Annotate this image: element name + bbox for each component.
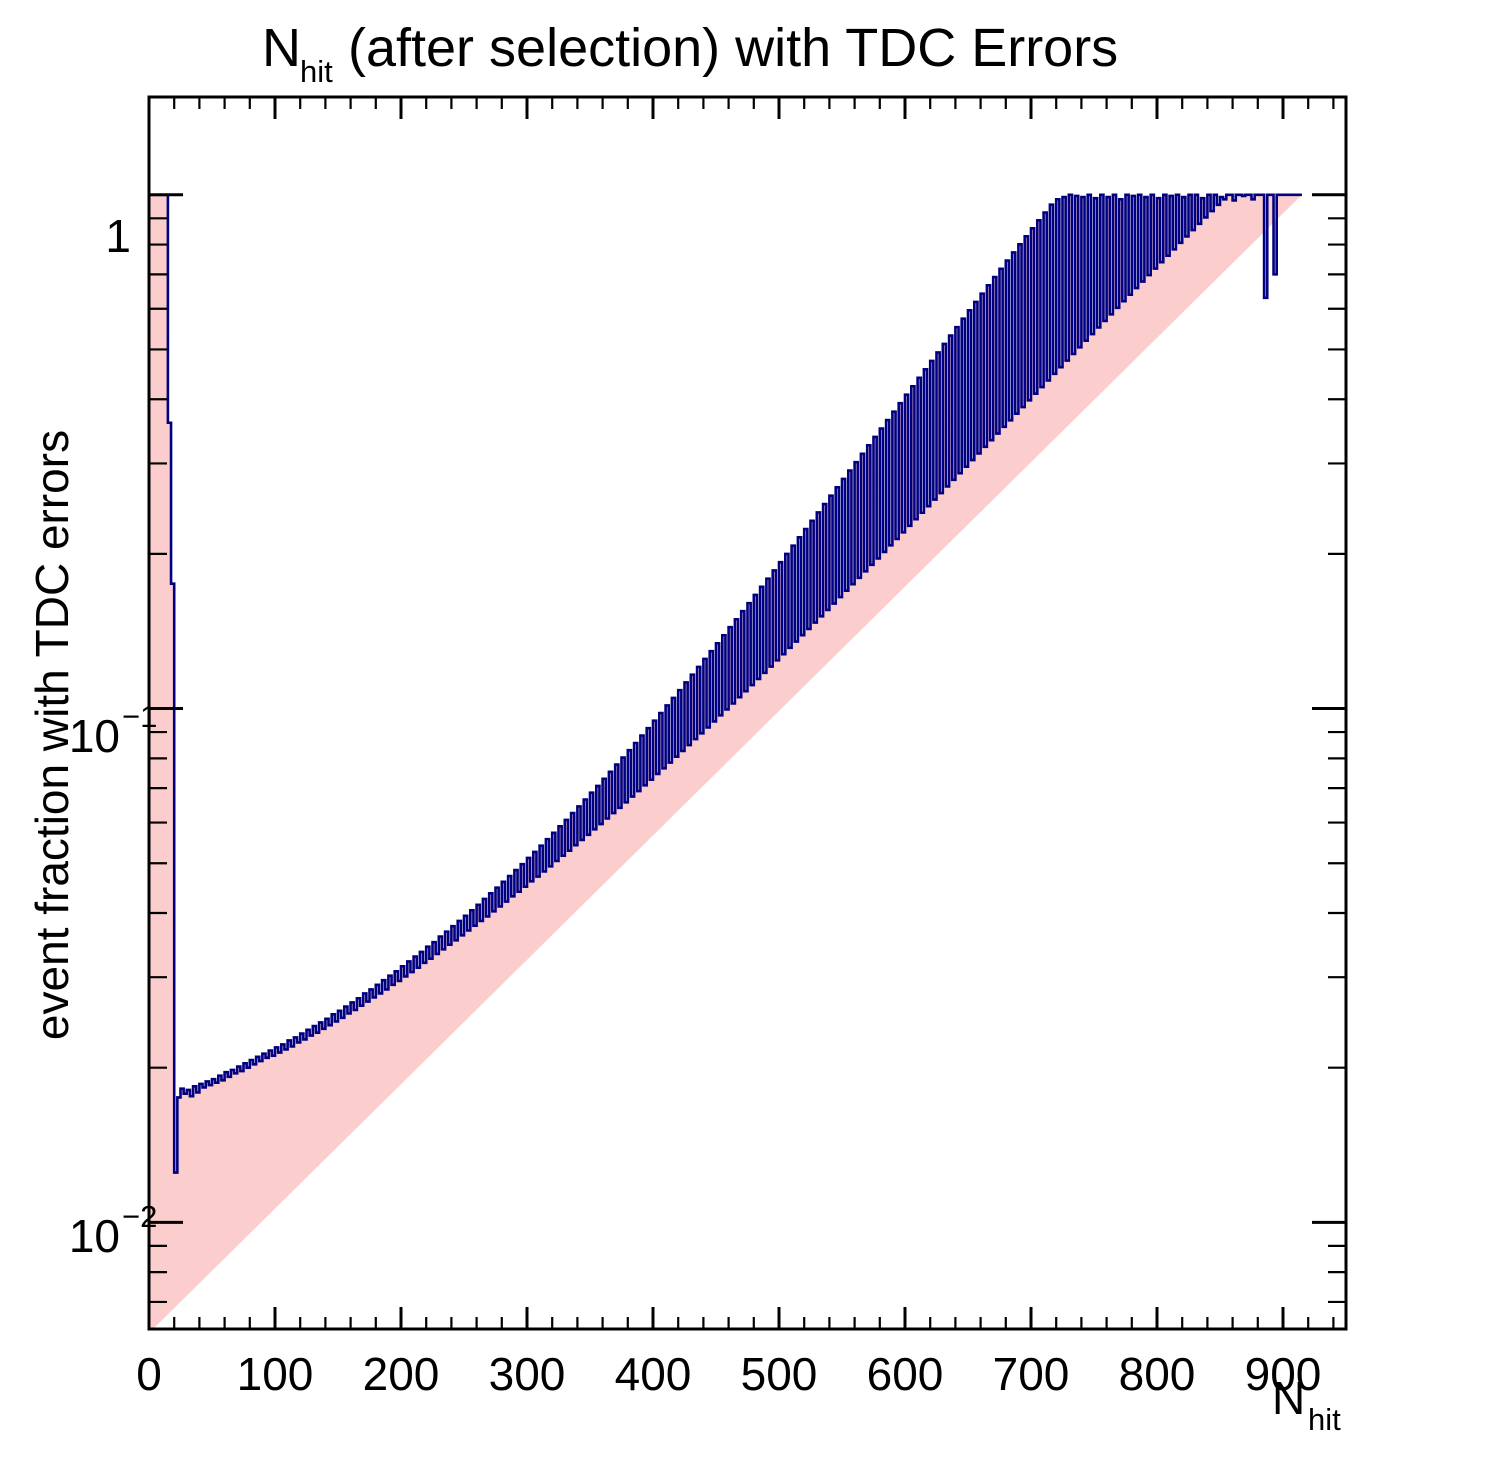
histogram-series — [149, 193, 1302, 1329]
plot-frame — [147, 95, 1348, 1331]
histogram-outline — [149, 193, 1302, 1329]
histogram-fill — [149, 194, 1302, 1329]
x-tick-label: 900 — [1245, 1348, 1322, 1400]
x-axis-title: N hit — [1272, 1372, 1341, 1437]
y-tick-label-1e-1-exponent: −1 — [122, 699, 157, 734]
x-axis-title-main: N — [1272, 1372, 1305, 1424]
plot-title-main: N — [262, 18, 301, 78]
plot-title: N hit (after selection) with TDC Errors — [262, 18, 1118, 89]
x-tick-label: 100 — [237, 1348, 314, 1400]
y-axis-title: event fraction with TDC errors — [26, 430, 78, 1040]
x-tick-label: 400 — [615, 1348, 692, 1400]
x-tick-label: 500 — [741, 1348, 818, 1400]
x-axis-title-subscript: hit — [1308, 1402, 1341, 1437]
y-axis-tick-labels: 1 10 −1 10 −2 — [69, 210, 158, 1262]
x-axis-tick-labels: 0 100 200 300 400 500 600 700 800 900 — [136, 1348, 1321, 1400]
y-tick-label-1e-2-mantissa: 10 — [69, 1210, 120, 1262]
x-tick-label: 0 — [136, 1348, 162, 1400]
x-tick-label: 200 — [363, 1348, 440, 1400]
plot-title-rest: (after selection) with TDC Errors — [348, 18, 1118, 78]
x-tick-label: 600 — [867, 1348, 944, 1400]
x-axis-ticks — [147, 97, 1335, 1329]
y-tick-label-1: 1 — [105, 210, 131, 262]
x-tick-label: 700 — [993, 1348, 1070, 1400]
x-tick-label: 300 — [489, 1348, 566, 1400]
y-axis-ticks — [149, 193, 1346, 1304]
y-axis-title-text: event fraction with TDC errors — [26, 430, 78, 1040]
x-tick-label: 800 — [1119, 1348, 1196, 1400]
y-tick-label-1e-2-exponent: −2 — [122, 1199, 157, 1234]
y-tick-label-1e-1-mantissa: 10 — [69, 710, 120, 762]
plot-title-subscript: hit — [300, 54, 333, 89]
